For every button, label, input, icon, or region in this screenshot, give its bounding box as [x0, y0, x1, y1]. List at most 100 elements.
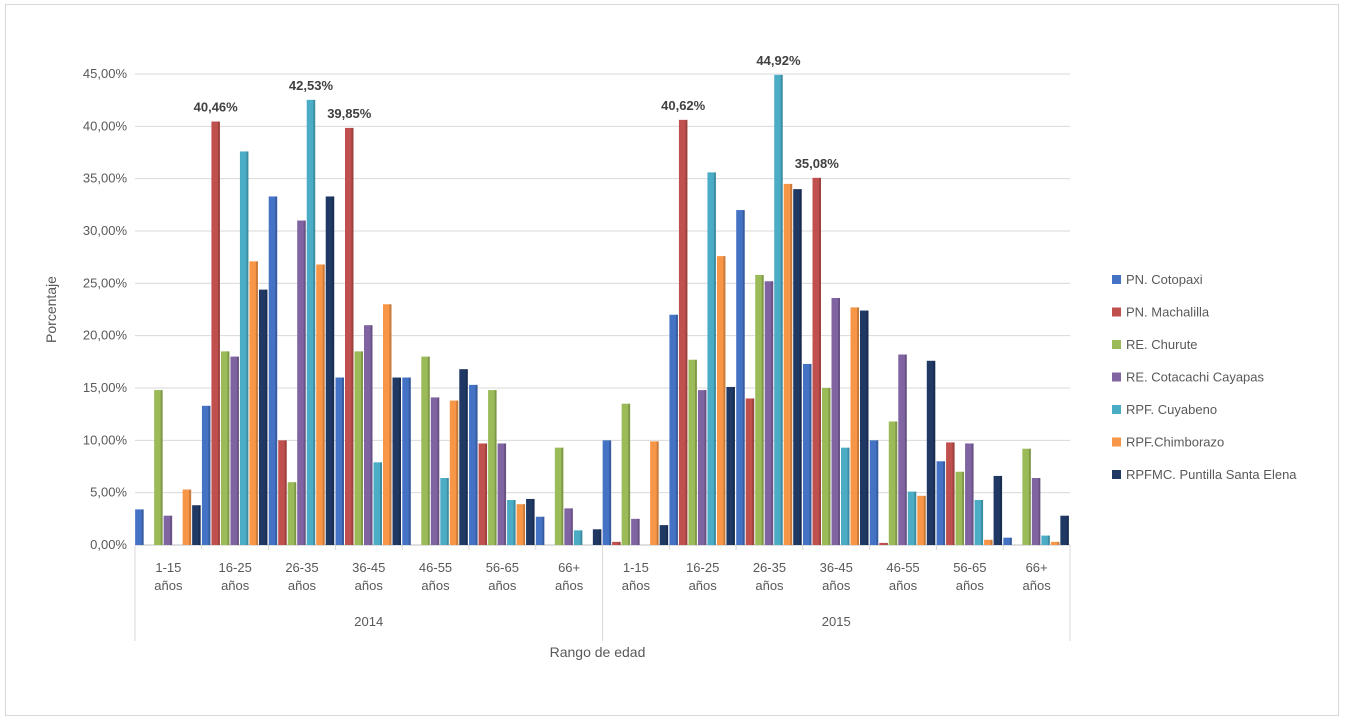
bar	[192, 505, 201, 545]
bar-shade	[513, 499, 516, 545]
x-category-label: 66+ años	[555, 560, 584, 593]
bar	[249, 261, 258, 545]
legend-swatch	[1112, 405, 1121, 414]
bar-shade	[1047, 535, 1050, 545]
bar-shade	[189, 489, 192, 545]
bar	[869, 440, 879, 545]
data-label: 40,62%	[661, 98, 706, 113]
bar-shade	[284, 440, 287, 545]
data-label: 35,08%	[795, 156, 840, 171]
bar-shade	[876, 440, 879, 545]
bar	[688, 359, 697, 545]
x-category-label: 36-45 años	[352, 560, 385, 593]
bar	[946, 442, 955, 545]
bar-shade	[952, 442, 955, 545]
bar-shade	[1038, 478, 1041, 545]
bar-shade	[628, 403, 631, 545]
legend-label: RPFMC. Puntilla Santa Elena	[1126, 467, 1297, 482]
bar-shade	[838, 297, 840, 545]
bar	[879, 542, 888, 545]
bar-shade	[713, 172, 716, 546]
y-tick-label: 40,00%	[83, 118, 128, 133]
bar	[850, 307, 859, 545]
bar	[268, 196, 278, 545]
bars	[135, 74, 1069, 546]
bar	[669, 314, 678, 545]
x-category-label: 1-15 años	[154, 560, 183, 593]
bar-shade	[828, 388, 831, 545]
bar-shade	[389, 304, 392, 545]
bar-shade	[208, 405, 211, 545]
bar-shade	[275, 196, 278, 545]
bar-shade	[885, 542, 888, 545]
bar-shade	[446, 478, 449, 545]
legend-label: PN. Cotopaxi	[1126, 272, 1203, 287]
bar	[984, 539, 993, 545]
bar-shade	[981, 499, 984, 545]
x-category-label: 26-35 años	[753, 560, 786, 593]
y-tick-label: 35,00%	[83, 171, 128, 186]
bar	[211, 121, 220, 545]
x-category-label: 46-55 años	[886, 560, 919, 593]
y-axis-ticks: 0,00% 5,00% 10,00% 15,00% 20,00% 25,00% 30,00%…	[83, 66, 128, 552]
bar	[135, 509, 144, 545]
bar-shade	[675, 314, 678, 545]
bar-shade	[809, 363, 812, 545]
bar-chart: 0,00% 5,00% 10,00% 15,00% 20,00% 25,00% 30,00%…	[43, 53, 1297, 660]
bar-shade	[437, 397, 440, 545]
bar-shade	[723, 256, 726, 545]
bar	[345, 127, 354, 546]
bar	[306, 99, 316, 546]
data-label: 40,46%	[194, 100, 239, 115]
bar	[917, 495, 926, 545]
bar-shade	[456, 400, 459, 545]
bar	[745, 398, 755, 545]
bar	[755, 274, 764, 545]
bar-shade	[313, 99, 316, 546]
bar-shade	[666, 525, 669, 545]
bar	[726, 386, 735, 545]
bar-shade	[217, 121, 220, 545]
legend: PN. Cotopaxi PN. Machalilla RE. Churute RE.…	[1112, 272, 1297, 482]
bar	[1060, 515, 1069, 545]
data-labels: 40,46% 42,53% 39,85% 40,62% 44,92% 35,08%	[194, 53, 840, 171]
bar	[803, 363, 812, 545]
bar	[716, 256, 726, 545]
bar-shade	[599, 529, 602, 545]
bar-shade	[866, 310, 869, 545]
bar-shade	[685, 119, 688, 546]
bar	[478, 443, 488, 545]
bar	[974, 499, 984, 545]
bar-shade	[561, 447, 564, 545]
legend-swatch	[1112, 437, 1121, 447]
bar-shade	[408, 377, 411, 545]
bar-shade	[962, 471, 965, 545]
bar-shade	[923, 495, 926, 545]
legend-label: RE. Churute	[1126, 337, 1198, 352]
bar	[239, 151, 249, 545]
legend-label: RPF.Chimborazo	[1126, 435, 1224, 450]
bar-shade	[351, 127, 354, 546]
bar	[650, 441, 659, 545]
bar	[182, 489, 192, 545]
bar	[469, 384, 478, 545]
x-group-label: 2015	[822, 614, 851, 629]
bar	[440, 478, 449, 545]
bar-shade	[971, 443, 974, 545]
legend-label: PN. Machalilla	[1126, 305, 1210, 320]
bar	[936, 461, 946, 545]
bar	[678, 119, 688, 546]
y-tick-label: 20,00%	[83, 328, 128, 343]
x-category-label: 46-55 años	[419, 560, 452, 593]
x-category-label: 16-25 años	[686, 560, 719, 593]
bar-shade	[542, 516, 545, 545]
bar	[383, 304, 392, 545]
bar-shade	[694, 359, 697, 545]
y-tick-label: 5,00%	[90, 485, 127, 500]
bar	[1031, 478, 1041, 545]
bar-shade	[771, 281, 774, 545]
bar	[1041, 535, 1050, 545]
bar-shade	[570, 508, 573, 545]
bar	[554, 447, 564, 545]
legend-swatch	[1112, 307, 1121, 317]
